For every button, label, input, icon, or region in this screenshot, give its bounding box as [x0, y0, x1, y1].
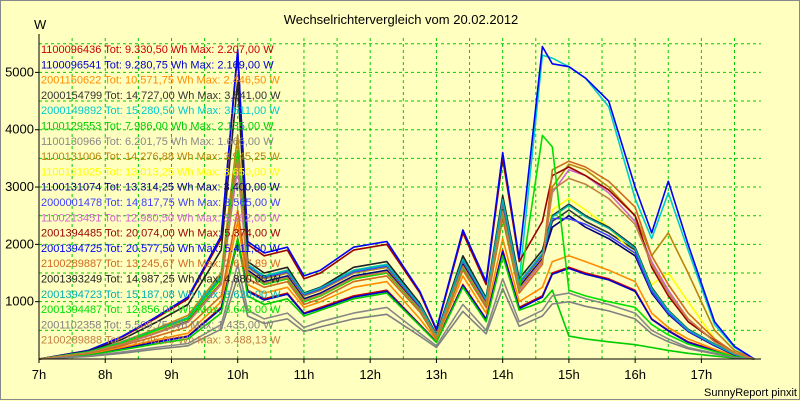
y-tick-label: 1000 — [5, 294, 34, 309]
footer-credit: SunnyReport pinxit — [704, 387, 797, 399]
y-axis-unit-label: W — [34, 17, 47, 32]
series-line — [38, 220, 755, 360]
legend-entry: 2001394725 Tot: 20.577,50 Wh Max: 5.411,… — [41, 243, 280, 255]
legend-entry: 1100129553 Tot: 7.986,00 Wh Max: 2.135,0… — [41, 121, 274, 133]
legend-entry: 1100131006 Tot: 14.276,88 Wh Max: 3.945,… — [41, 151, 280, 163]
x-tick-label: 12h — [359, 367, 381, 382]
x-tick-label: 7h — [32, 367, 46, 382]
legend-entry: 2100289888 Tot: 13.246,00 Wh Max: 3.488,… — [41, 335, 281, 347]
legend-entry: 1100130966 Tot: 6.201,75 Wh Max: 1.666,0… — [41, 136, 274, 148]
x-tick-label: 14h — [492, 367, 514, 382]
x-tick-label: 9h — [164, 367, 178, 382]
legend-entry: 2001150622 Tot: 10.571,75 Wh Max: 2.446,… — [41, 75, 280, 87]
series-lines — [38, 45, 755, 360]
x-tick-label: 10h — [227, 367, 249, 382]
series-line — [38, 45, 755, 360]
legend-entry: 1100213451 Tot: 12.980,50 Wh Max: 3.362,… — [41, 212, 280, 224]
legend: 1100096436 Tot: 9.330,50 Wh Max: 2.207,0… — [41, 44, 281, 347]
y-tick-label: 4000 — [5, 122, 34, 137]
legend-entry: 2001393249 Tot: 14.987,25 Wh Max: 4.880,… — [41, 274, 281, 286]
legend-entry: 1100096541 Tot: 9.280,75 Wh Max: 2.169,0… — [41, 59, 274, 71]
legend-entry: 1100131025 Tot: 13.013,25 Wh Max: 3.650,… — [41, 166, 280, 178]
chart-title: Wechselrichtervergleich vom 20.02.2012 — [284, 12, 519, 27]
x-tick-label: 15h — [558, 367, 580, 382]
legend-entry: 1100096436 Tot: 9.330,50 Wh Max: 2.207,0… — [41, 44, 274, 56]
series-line — [38, 263, 755, 360]
x-tick-label: 13h — [426, 367, 448, 382]
legend-entry: 1100131074 Tot: 13.314,25 Wh Max: 3.400,… — [41, 182, 280, 194]
legend-entry: 2001394487 Tot: 12.856,00 Wh Max: 3.643,… — [41, 304, 281, 316]
axes: 7h 8h 9h 10h 11h 12h 13h 14h 15h 16h 17h 1000 2000 30… — [5, 34, 761, 382]
y-tick-label: 3000 — [5, 179, 34, 194]
y-tick-label: 2000 — [5, 236, 34, 251]
y-tick-label: 5000 — [5, 64, 34, 79]
x-tick-label: 16h — [624, 367, 646, 382]
x-tick-label: 11h — [294, 367, 315, 382]
series-line — [38, 158, 755, 360]
series-line — [38, 276, 755, 360]
legend-entry: 2000149892 Tot: 15.280,50 Wh Max: 3.611,… — [41, 105, 280, 117]
legend-entry: 2001394723 Tot: 15.187,08 Wh Max: 3.620,… — [41, 289, 281, 301]
x-tick-label: 17h — [691, 367, 713, 382]
series-line — [38, 237, 755, 360]
legend-entry: 2100289887 Tot: 13.245,67 Wh Max: 2.617,… — [41, 258, 281, 270]
legend-entry: 2000154799 Tot: 14.727,00 Wh Max: 3.541,… — [41, 90, 281, 102]
x-tick-label: 8h — [98, 367, 112, 382]
legend-entry: 2001394485 Tot: 20.074,00 Wh Max: 5.374,… — [41, 228, 281, 240]
legend-entry: 2001102358 Tot: 5.509,75 Wh Max: 1.435,0… — [41, 319, 274, 331]
grid — [38, 38, 761, 359]
legend-entry: 2000001478 Tot: 14.817,75 Wh Max: 3.565,… — [41, 197, 281, 209]
